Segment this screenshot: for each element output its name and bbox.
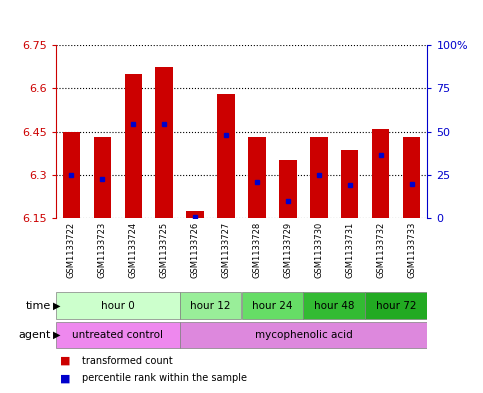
Bar xyxy=(62,132,80,218)
Bar xyxy=(180,322,427,348)
Text: GSM1133733: GSM1133733 xyxy=(408,222,416,278)
Text: mycophenolic acid: mycophenolic acid xyxy=(255,330,353,340)
Bar xyxy=(56,322,180,348)
Bar xyxy=(341,151,358,218)
Text: untreated control: untreated control xyxy=(72,330,163,340)
Bar xyxy=(56,292,180,319)
Bar xyxy=(403,138,421,218)
Text: GSM1133732: GSM1133732 xyxy=(376,222,385,278)
Text: GSM1133723: GSM1133723 xyxy=(98,222,107,278)
Bar xyxy=(372,129,389,218)
Text: GSM1133730: GSM1133730 xyxy=(314,222,324,278)
Bar xyxy=(94,138,111,218)
Bar xyxy=(303,292,366,319)
Bar xyxy=(180,292,242,319)
Text: transformed count: transformed count xyxy=(82,356,173,366)
Text: hour 0: hour 0 xyxy=(100,301,134,310)
Text: hour 12: hour 12 xyxy=(190,301,231,310)
Bar xyxy=(217,94,235,218)
Text: GSM1133728: GSM1133728 xyxy=(253,222,261,278)
Text: hour 72: hour 72 xyxy=(376,301,417,310)
Text: ■: ■ xyxy=(60,373,71,384)
Bar xyxy=(125,74,142,218)
Bar xyxy=(186,211,203,218)
Bar xyxy=(156,67,172,218)
Bar xyxy=(366,292,427,319)
Bar xyxy=(248,138,266,218)
Text: GSM1133725: GSM1133725 xyxy=(159,222,169,278)
Text: GSM1133731: GSM1133731 xyxy=(345,222,355,278)
Text: agent: agent xyxy=(18,330,51,340)
Text: GSM1133727: GSM1133727 xyxy=(222,222,230,278)
Text: GSM1133729: GSM1133729 xyxy=(284,222,293,278)
Text: ■: ■ xyxy=(60,356,71,366)
Text: time: time xyxy=(26,301,51,310)
Text: GSM1133726: GSM1133726 xyxy=(190,222,199,278)
Text: GSM1133724: GSM1133724 xyxy=(128,222,138,278)
Bar xyxy=(311,138,327,218)
Text: ▶: ▶ xyxy=(53,301,61,310)
Bar xyxy=(280,160,297,218)
Bar xyxy=(242,292,303,319)
Text: hour 24: hour 24 xyxy=(252,301,293,310)
Text: GSM1133722: GSM1133722 xyxy=(67,222,75,278)
Text: percentile rank within the sample: percentile rank within the sample xyxy=(82,373,247,384)
Text: ▶: ▶ xyxy=(53,330,61,340)
Text: hour 48: hour 48 xyxy=(314,301,355,310)
